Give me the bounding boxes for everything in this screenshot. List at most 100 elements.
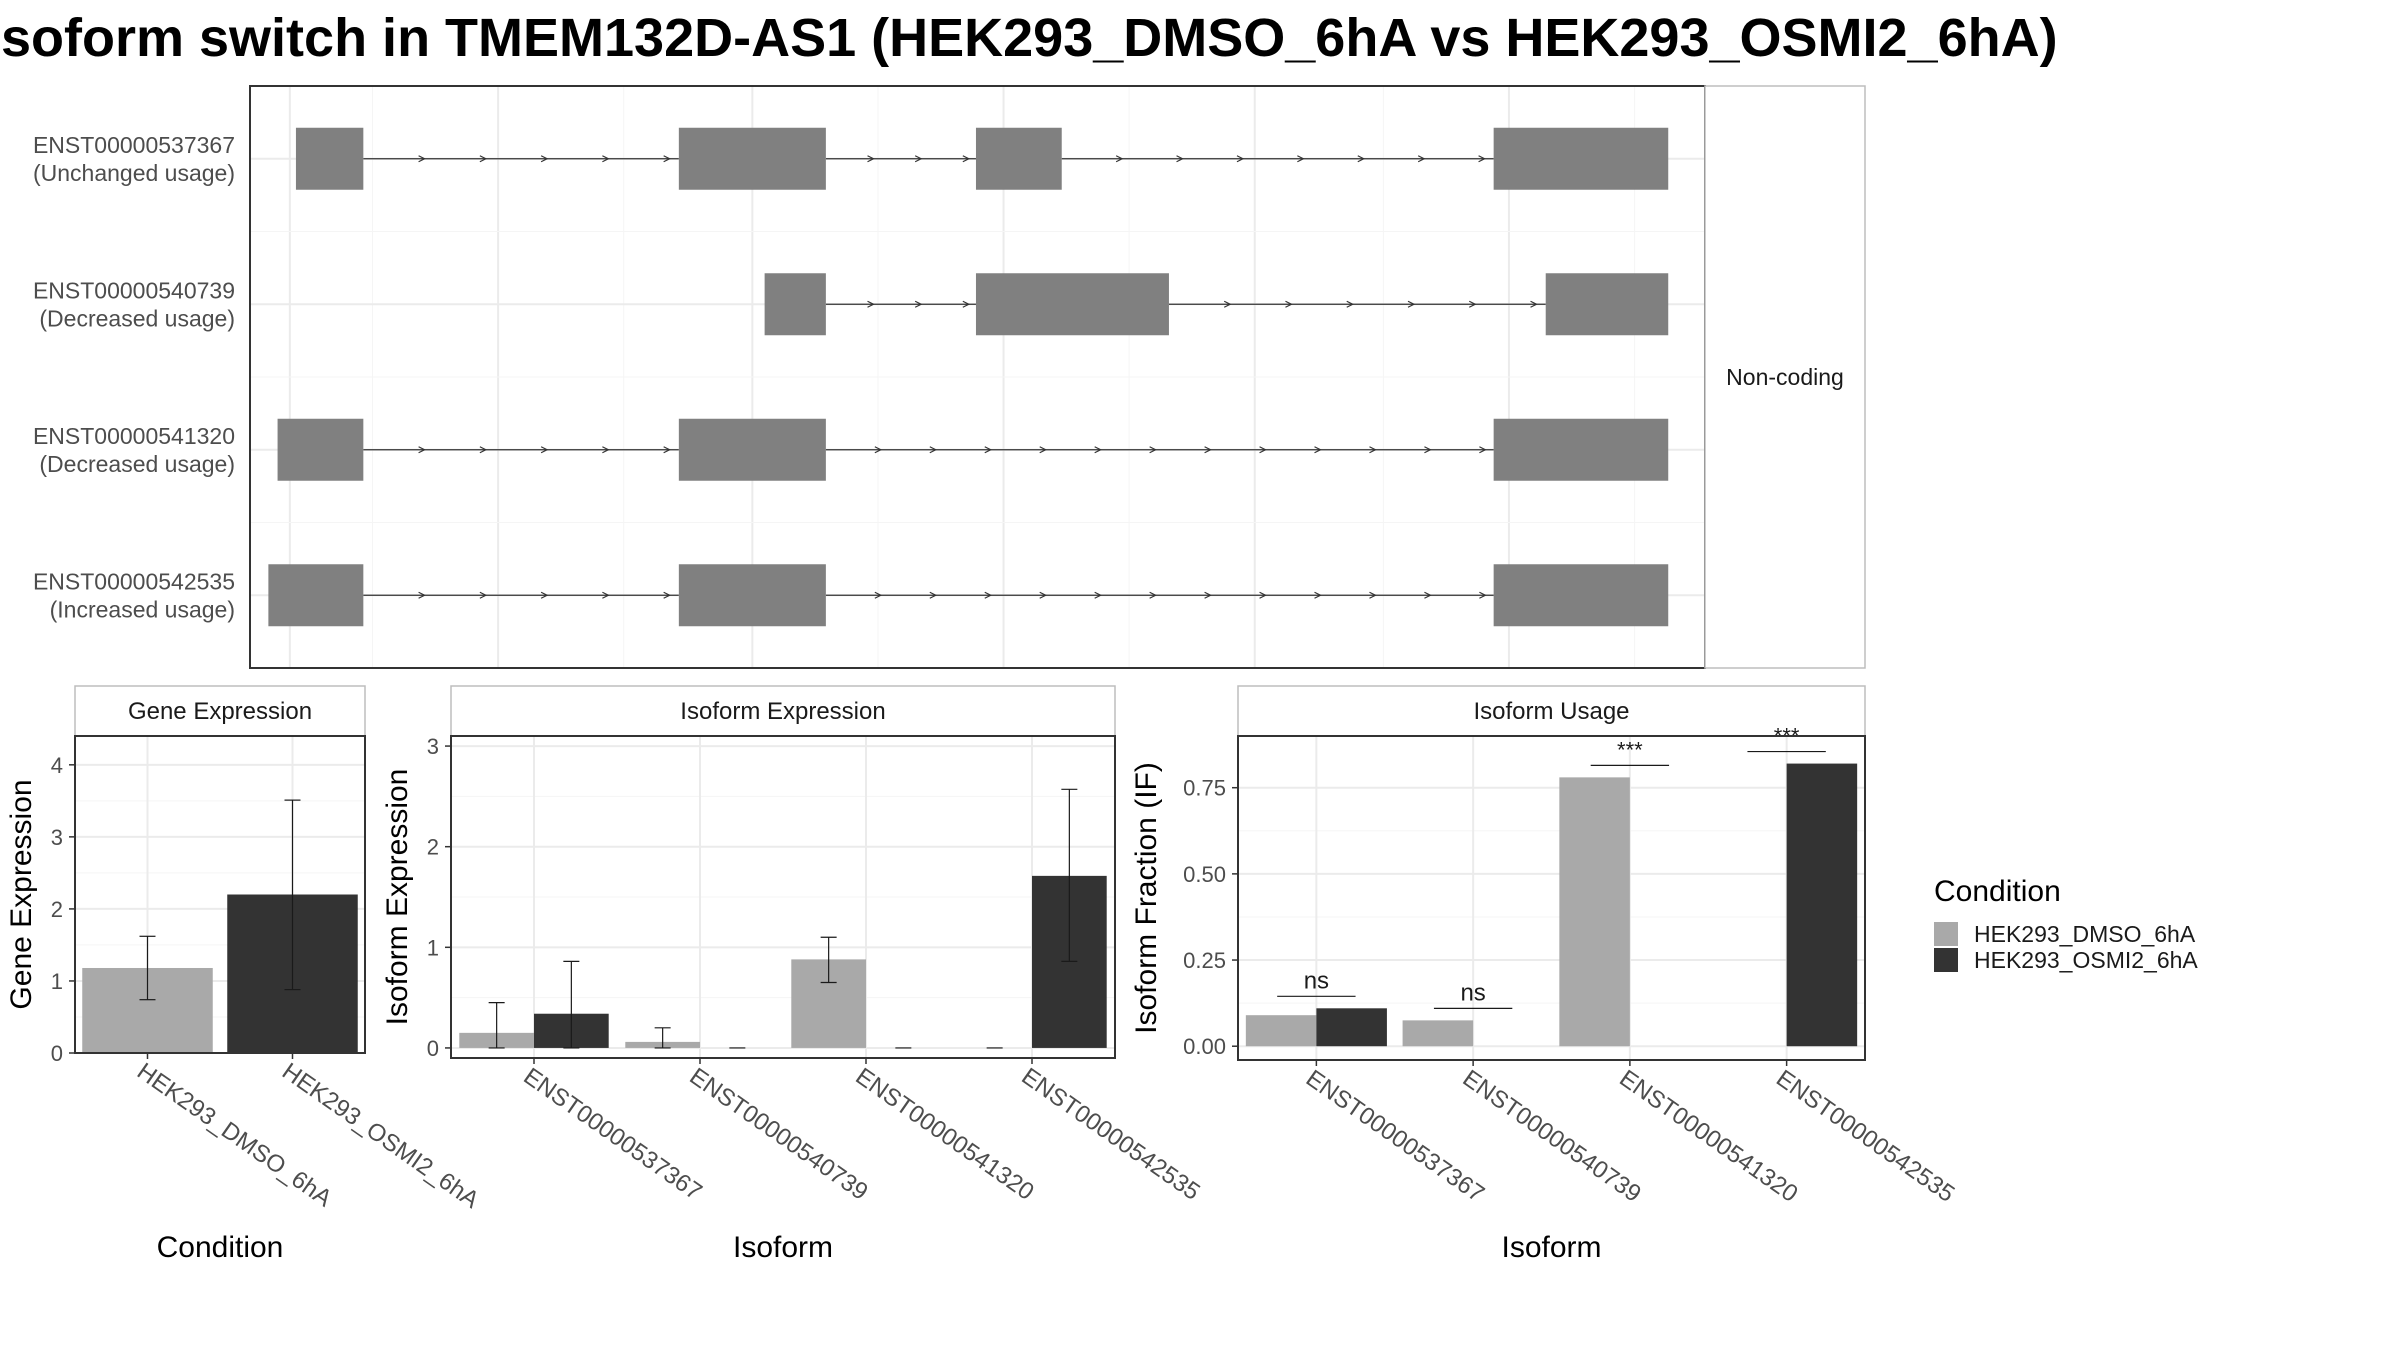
y-tick-label: 0.75 xyxy=(1183,776,1226,801)
y-axis-title: Isoform Fraction (IF) xyxy=(1130,762,1163,1034)
intron-arrow xyxy=(1039,591,1048,599)
bar xyxy=(1245,1015,1317,1047)
intron-arrow xyxy=(418,591,426,599)
intron-arrow xyxy=(1479,591,1487,599)
intron-arrow xyxy=(540,591,549,599)
exon-block xyxy=(277,418,364,481)
intron-arrow xyxy=(1223,300,1232,308)
intron-arrow xyxy=(540,155,549,163)
intron-arrow xyxy=(602,591,610,599)
intron-arrow xyxy=(479,446,488,454)
bar xyxy=(1402,1020,1474,1047)
intron-arrow xyxy=(663,591,671,599)
intron-arrow xyxy=(1259,446,1267,454)
panel-strip xyxy=(74,685,366,737)
intron-arrow xyxy=(874,446,883,454)
structure-facet-label: Non-coding xyxy=(1726,364,1844,390)
x-axis-title: Isoform xyxy=(733,1231,833,1264)
y-axis-title: Gene Expression xyxy=(5,779,38,1009)
intron-arrow xyxy=(867,300,875,308)
intron-arrow xyxy=(1149,591,1157,599)
intron-arrow xyxy=(1176,155,1184,163)
bar xyxy=(1786,763,1858,1047)
x-tick-label: ENST00000537367 xyxy=(519,1063,707,1206)
x-tick-label: ENST00000542535 xyxy=(1017,1063,1205,1206)
panel-title: Isoform Expression xyxy=(680,698,885,725)
legend-label: HEK293_DMSO_6hA xyxy=(1974,921,2196,947)
intron-arrow xyxy=(1530,300,1538,308)
y-tick-label: 3 xyxy=(427,734,439,759)
intron-arrow xyxy=(984,446,993,454)
intron-arrow xyxy=(1407,300,1416,308)
exon-block xyxy=(975,127,1062,190)
intron-arrow xyxy=(1424,591,1432,599)
exon-block xyxy=(678,564,826,627)
panel-border xyxy=(74,735,366,1054)
x-axis-title: Isoform xyxy=(1501,1231,1601,1264)
exon-block xyxy=(295,127,364,190)
isoform-structure-panel: ENST00000537367(Unchanged usage) ENST0000… xyxy=(33,85,1866,669)
intron-arrow xyxy=(1346,300,1355,308)
exon-block xyxy=(268,564,364,627)
intron-arrow xyxy=(929,446,938,454)
figure-title: Isoform switch in TMEM132D-AS1 (HEK293_D… xyxy=(0,8,2058,68)
panel-border xyxy=(1237,735,1866,1061)
y-tick-label: 3 xyxy=(51,825,63,850)
exon-block xyxy=(975,273,1169,336)
intron-arrow xyxy=(1115,155,1124,163)
intron-arrow xyxy=(1204,591,1212,599)
transcript-id-label: ENST00000541320 xyxy=(33,423,235,449)
exon-block xyxy=(678,418,826,481)
intron-arrow xyxy=(874,591,883,599)
gene-expression-panel: Gene Expression01234HEK293_DMSO_6hAHEK29… xyxy=(5,685,484,1264)
x-axis-title: Condition xyxy=(157,1231,284,1264)
intron-arrow xyxy=(1369,446,1377,454)
exon-block xyxy=(764,273,826,336)
intron-arrow xyxy=(1314,591,1322,599)
intron-arrow xyxy=(602,446,610,454)
exon-block xyxy=(1545,273,1669,336)
intron-arrow xyxy=(962,155,971,163)
y-tick-label: 0.50 xyxy=(1183,862,1226,887)
significance-label: ns xyxy=(1460,979,1485,1006)
intron-arrow xyxy=(540,446,549,454)
y-tick-label: 4 xyxy=(51,753,63,778)
panel-title: Gene Expression xyxy=(128,698,312,725)
exon-block xyxy=(678,127,826,190)
intron-arrow xyxy=(479,155,488,163)
x-tick-label: ENST00000541320 xyxy=(851,1063,1039,1206)
y-tick-label: 1 xyxy=(51,969,63,994)
y-tick-label: 0 xyxy=(51,1041,63,1066)
legend-label: HEK293_OSMI2_6hA xyxy=(1974,947,2198,973)
panel-border xyxy=(450,735,1116,1059)
intron-arrow xyxy=(914,300,923,308)
intron-arrow xyxy=(663,155,671,163)
significance-label: ns xyxy=(1304,967,1329,994)
intron-arrow xyxy=(1094,446,1103,454)
intron-arrow xyxy=(1094,591,1103,599)
y-tick-label: 0.00 xyxy=(1183,1034,1226,1059)
intron-arrow xyxy=(1357,155,1366,163)
bar xyxy=(1316,1008,1387,1047)
intron-arrow xyxy=(602,155,610,163)
intron-arrow xyxy=(984,591,993,599)
panel-strip xyxy=(1237,685,1866,737)
y-tick-label: 2 xyxy=(427,835,439,860)
intron-arrow xyxy=(418,155,426,163)
intron-arrow xyxy=(962,300,971,308)
plot-background xyxy=(1238,736,1865,1060)
intron-arrow xyxy=(663,446,671,454)
intron-arrow xyxy=(1285,300,1293,308)
intron-arrow xyxy=(1478,155,1486,163)
y-tick-label: 2 xyxy=(51,897,63,922)
y-tick-label: 0 xyxy=(427,1036,439,1061)
intron-arrow xyxy=(1259,591,1267,599)
transcript-usage-label: (Decreased usage) xyxy=(39,305,235,331)
legend-title: Condition xyxy=(1934,875,2061,908)
panel-title: Isoform Usage xyxy=(1473,698,1629,725)
exon-block xyxy=(1493,564,1669,627)
intron-arrow xyxy=(1236,155,1245,163)
